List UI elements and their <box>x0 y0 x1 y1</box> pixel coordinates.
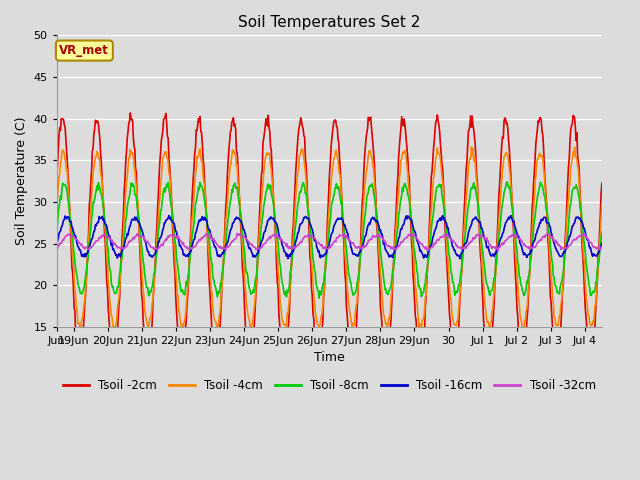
Tsoil -32cm <box>494 248 502 253</box>
Tsoil -2cm <box>280 361 288 367</box>
Line: Tsoil -8cm: Tsoil -8cm <box>57 182 602 298</box>
Tsoil -2cm <box>63 148 70 154</box>
Line: Tsoil -16cm: Tsoil -16cm <box>57 216 602 259</box>
Tsoil -8cm <box>316 295 323 301</box>
Tsoil -4cm <box>598 201 605 207</box>
Tsoil -32cm <box>174 236 182 241</box>
Tsoil -4cm <box>63 168 70 174</box>
Tsoil -32cm <box>53 245 61 251</box>
Legend: Tsoil -2cm, Tsoil -4cm, Tsoil -8cm, Tsoil -16cm, Tsoil -32cm: Tsoil -2cm, Tsoil -4cm, Tsoil -8cm, Tsoi… <box>58 374 600 396</box>
Tsoil -2cm <box>397 125 404 131</box>
Tsoil -8cm <box>396 201 404 206</box>
Tsoil -4cm <box>468 144 476 150</box>
Tsoil -2cm <box>119 225 127 231</box>
Tsoil -4cm <box>53 205 61 211</box>
Line: Tsoil -4cm: Tsoil -4cm <box>57 147 602 331</box>
Tsoil -32cm <box>598 243 605 249</box>
Tsoil -32cm <box>63 232 70 238</box>
Tsoil -16cm <box>412 233 420 239</box>
Tsoil -32cm <box>119 246 127 252</box>
Tsoil -16cm <box>175 238 182 244</box>
Tsoil -2cm <box>413 331 420 337</box>
Tsoil -2cm <box>175 333 182 339</box>
Tsoil -2cm <box>204 239 211 244</box>
Tsoil -32cm <box>412 234 420 240</box>
Tsoil -2cm <box>53 172 61 178</box>
Tsoil -32cm <box>396 241 404 247</box>
Tsoil -16cm <box>456 256 464 262</box>
Line: Tsoil -2cm: Tsoil -2cm <box>57 113 602 364</box>
Y-axis label: Soil Temperature (C): Soil Temperature (C) <box>15 117 28 245</box>
Tsoil -8cm <box>174 265 182 271</box>
Tsoil -8cm <box>119 245 127 251</box>
Tsoil -8cm <box>503 179 511 185</box>
Tsoil -16cm <box>119 246 127 252</box>
Tsoil -16cm <box>396 229 404 235</box>
Tsoil -16cm <box>204 223 211 228</box>
Tsoil -32cm <box>234 230 241 236</box>
Tsoil -4cm <box>396 175 403 181</box>
Tsoil -16cm <box>63 216 70 222</box>
X-axis label: Time: Time <box>314 351 345 364</box>
Tsoil -2cm <box>127 110 134 116</box>
Tsoil -4cm <box>119 239 127 244</box>
Tsoil -4cm <box>412 283 419 288</box>
Title: Soil Temperatures Set 2: Soil Temperatures Set 2 <box>238 15 420 30</box>
Tsoil -8cm <box>598 229 605 235</box>
Tsoil -16cm <box>598 240 605 246</box>
Tsoil -16cm <box>165 213 173 218</box>
Tsoil -4cm <box>417 328 425 334</box>
Text: VR_met: VR_met <box>60 44 109 57</box>
Tsoil -4cm <box>174 293 182 299</box>
Tsoil -16cm <box>53 241 61 247</box>
Line: Tsoil -32cm: Tsoil -32cm <box>57 233 602 251</box>
Tsoil -32cm <box>203 231 211 237</box>
Tsoil -2cm <box>598 180 605 186</box>
Tsoil -8cm <box>63 186 70 192</box>
Tsoil -8cm <box>53 226 61 232</box>
Tsoil -8cm <box>203 216 211 222</box>
Tsoil -8cm <box>412 259 420 264</box>
Tsoil -4cm <box>203 217 211 223</box>
